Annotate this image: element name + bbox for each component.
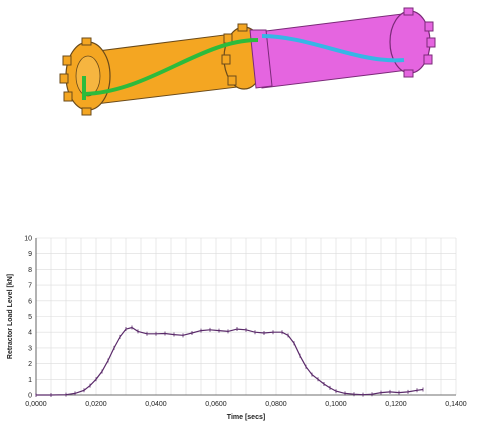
y-tick-label: 9 (28, 251, 32, 258)
x-tick-label: 0,0400 (145, 401, 167, 408)
x-tick-labels: 0,0000 0,0200 0,0400 0,0600 0,0800 0,1000 0,12… (25, 401, 467, 408)
x-tick-label: 0,0000 (25, 401, 47, 408)
y-tick-labels: 0 1 2 3 4 5 6 7 8 9 10 (24, 236, 32, 400)
y-tick-label: 6 (28, 298, 32, 305)
pink-end-cap (389, 7, 436, 78)
x-tick-label: 0,0200 (85, 401, 107, 408)
y-tick-label: 2 (28, 361, 32, 368)
y-tick-label: 3 (28, 345, 32, 352)
chart-grid (35, 237, 457, 396)
x-tick-label: 0,1200 (385, 401, 407, 408)
blue-strap (261, 34, 405, 63)
retractor-illustration (59, 7, 436, 116)
retractor-spool-drawing (59, 7, 436, 116)
series-markers (35, 325, 424, 397)
y-axis-label: Retractor Load Level [kN] (7, 274, 14, 359)
y-tick-label: 8 (28, 267, 32, 274)
green-strap (83, 38, 259, 96)
y-tick-label: 10 (24, 236, 32, 243)
y-tick-label: 5 (28, 314, 32, 321)
y-tick-label: 1 (28, 377, 32, 384)
middle-coupling (221, 23, 273, 90)
x-tick-label: 0,0600 (205, 401, 227, 408)
y-tick-label: 0 (28, 393, 32, 400)
x-axis-label: Time [secs] (227, 414, 265, 421)
x-tick-label: 0,0800 (265, 401, 287, 408)
y-tick-label: 7 (28, 283, 32, 290)
y-tick-label: 4 (28, 330, 32, 337)
x-tick-label: 0,1000 (325, 401, 347, 408)
chart-axes (35, 238, 456, 396)
series-line-retractor-load (36, 326, 424, 396)
x-tick-label: 0,1400 (445, 401, 467, 408)
